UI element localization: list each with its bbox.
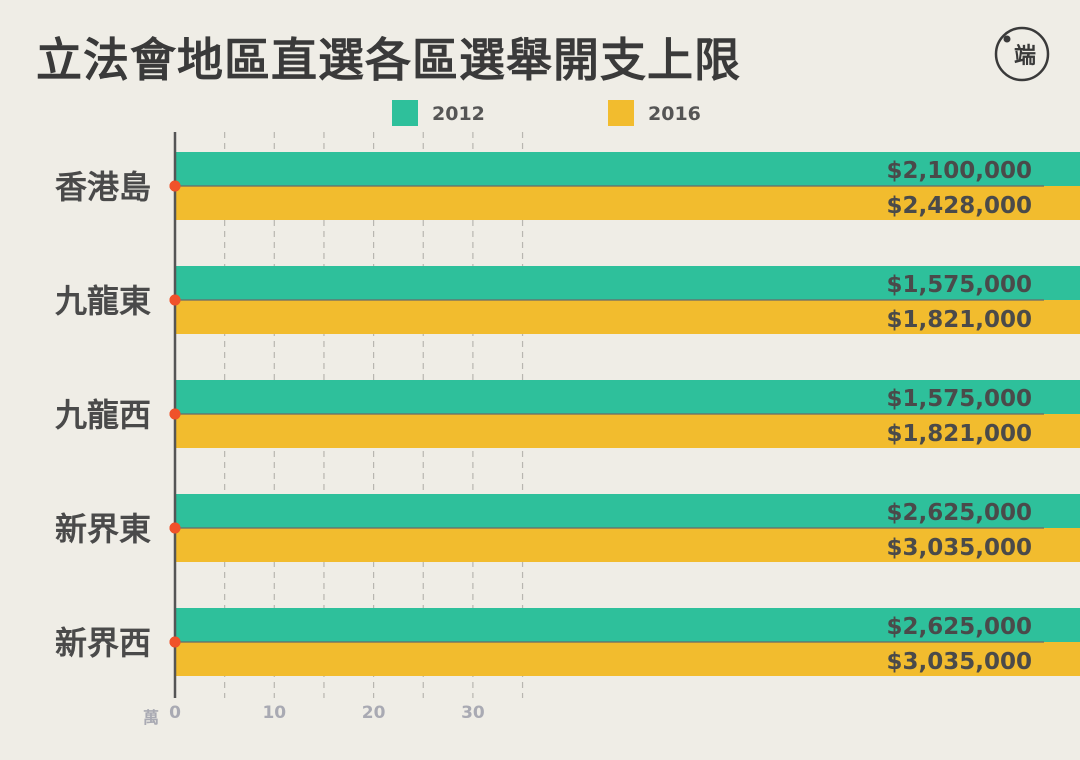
value-label: $1,575,000	[886, 272, 1032, 298]
bar	[175, 642, 1080, 676]
value-label: $1,821,000	[886, 421, 1032, 447]
bars: $2,100,000 $2,428,000 $1,575,000 $1,821,000…	[169, 132, 1080, 698]
legend-label: 2012	[432, 103, 485, 125]
legend: 2012 2016	[392, 100, 701, 126]
bar	[175, 300, 1080, 334]
bar	[175, 266, 1080, 300]
bar	[175, 414, 1080, 448]
chart-title: 立法會地區直選各區選舉開支上限	[36, 33, 741, 87]
category-label: 九龍西	[55, 396, 151, 434]
legend-swatch	[392, 100, 418, 126]
tick-label: 0	[169, 703, 181, 723]
category-label: 新界東	[55, 510, 151, 548]
axis-unit-label: 萬	[143, 708, 159, 727]
axis-marker-dot	[169, 180, 181, 192]
legend-label: 2016	[648, 103, 701, 125]
bar	[175, 494, 1080, 528]
axis-marker-dot	[169, 522, 181, 534]
bar	[175, 528, 1080, 562]
tick-label: 10	[262, 703, 286, 723]
bar	[175, 380, 1080, 414]
axis-marker-dot	[169, 294, 181, 306]
bar	[175, 152, 1080, 186]
value-label: $3,035,000	[886, 535, 1032, 561]
tick-label: 20	[362, 703, 386, 723]
legend-swatch	[608, 100, 634, 126]
tick-label: 30	[461, 703, 485, 723]
category-label: 九龍東	[55, 282, 151, 320]
value-label: $3,035,000	[886, 649, 1032, 675]
bar	[175, 608, 1080, 642]
value-label: $1,821,000	[886, 307, 1032, 333]
value-label: $2,625,000	[886, 500, 1032, 526]
value-label: $1,575,000	[886, 386, 1032, 412]
bar	[175, 186, 1080, 220]
value-label: $2,625,000	[886, 614, 1032, 640]
axis-marker-dot	[169, 408, 181, 420]
initium-logo-icon: 端	[994, 26, 1050, 82]
logo-text: 端	[1014, 44, 1036, 69]
category-label: 新界西	[55, 624, 151, 662]
value-label: $2,100,000	[886, 158, 1032, 184]
value-label: $2,428,000	[886, 193, 1032, 219]
category-label: 香港島	[55, 168, 151, 206]
axis-marker-dot	[169, 636, 181, 648]
tick-labels: 0 10 20 30 萬	[143, 703, 485, 727]
